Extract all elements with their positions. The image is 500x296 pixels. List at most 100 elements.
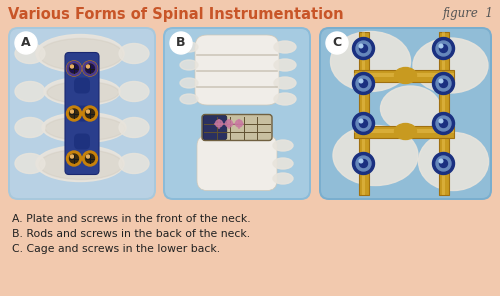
Ellipse shape (45, 117, 125, 141)
Text: A: A (21, 36, 31, 49)
Ellipse shape (394, 123, 416, 139)
Circle shape (359, 79, 363, 83)
Ellipse shape (180, 78, 198, 88)
Circle shape (70, 110, 74, 113)
Circle shape (439, 159, 443, 163)
FancyBboxPatch shape (321, 29, 490, 198)
Circle shape (83, 62, 97, 75)
Ellipse shape (330, 31, 410, 91)
Bar (354, 126, 454, 138)
FancyBboxPatch shape (65, 52, 99, 175)
Circle shape (436, 41, 451, 56)
FancyBboxPatch shape (74, 78, 90, 94)
Circle shape (440, 160, 448, 168)
Circle shape (359, 119, 363, 123)
Ellipse shape (36, 35, 124, 73)
Ellipse shape (119, 118, 149, 138)
Text: B: B (176, 36, 186, 49)
Text: A. Plate and screws in the front of the neck.: A. Plate and screws in the front of the … (12, 214, 250, 224)
Ellipse shape (44, 78, 120, 105)
Ellipse shape (15, 81, 45, 102)
Circle shape (70, 64, 78, 73)
Circle shape (15, 32, 37, 54)
FancyBboxPatch shape (74, 133, 90, 149)
Ellipse shape (413, 38, 488, 93)
Ellipse shape (119, 44, 149, 64)
Circle shape (86, 110, 90, 113)
Circle shape (70, 155, 74, 158)
Bar (438, 32, 448, 195)
FancyBboxPatch shape (202, 115, 272, 141)
Bar (354, 73, 454, 76)
Circle shape (440, 120, 448, 128)
Ellipse shape (39, 149, 123, 179)
Circle shape (86, 155, 90, 158)
Circle shape (439, 119, 443, 123)
Circle shape (432, 112, 454, 134)
Ellipse shape (274, 93, 296, 105)
Ellipse shape (273, 158, 293, 169)
Circle shape (432, 152, 454, 175)
Ellipse shape (380, 86, 440, 131)
Bar (354, 128, 454, 133)
Circle shape (440, 80, 448, 88)
Ellipse shape (273, 173, 293, 184)
Bar (362, 32, 364, 195)
Circle shape (86, 65, 94, 73)
Ellipse shape (274, 59, 296, 71)
Circle shape (360, 80, 368, 88)
FancyBboxPatch shape (319, 27, 492, 200)
Circle shape (440, 44, 448, 52)
Circle shape (67, 62, 81, 75)
Circle shape (86, 109, 94, 118)
Circle shape (356, 41, 371, 56)
Ellipse shape (273, 140, 293, 151)
Ellipse shape (180, 94, 198, 104)
FancyBboxPatch shape (74, 105, 90, 121)
Text: Various Forms of Spinal Instrumentation: Various Forms of Spinal Instrumentation (8, 7, 344, 22)
Circle shape (352, 73, 374, 94)
Circle shape (360, 120, 368, 128)
Ellipse shape (36, 146, 124, 181)
Text: figure  1: figure 1 (443, 7, 494, 20)
Ellipse shape (180, 60, 198, 70)
Ellipse shape (333, 126, 418, 186)
FancyBboxPatch shape (165, 29, 309, 198)
Circle shape (82, 151, 98, 166)
Circle shape (86, 154, 94, 163)
Circle shape (359, 159, 363, 163)
Circle shape (326, 32, 348, 54)
Ellipse shape (394, 67, 416, 83)
Circle shape (432, 73, 454, 94)
Circle shape (70, 109, 78, 118)
FancyBboxPatch shape (10, 29, 154, 198)
FancyBboxPatch shape (8, 27, 156, 200)
Bar (358, 32, 368, 195)
Ellipse shape (42, 112, 126, 142)
Circle shape (360, 44, 368, 52)
Circle shape (439, 44, 443, 48)
Circle shape (82, 61, 98, 76)
Circle shape (66, 106, 82, 121)
Circle shape (66, 151, 82, 166)
Circle shape (70, 65, 74, 68)
Circle shape (436, 156, 451, 171)
Circle shape (66, 61, 82, 76)
Ellipse shape (274, 41, 296, 53)
Circle shape (436, 76, 451, 91)
Circle shape (82, 106, 98, 121)
Text: B. Rods and screws in the back of the neck.: B. Rods and screws in the back of the ne… (12, 229, 250, 239)
Text: C: C (332, 36, 342, 49)
Ellipse shape (418, 133, 488, 191)
Circle shape (352, 152, 374, 175)
Ellipse shape (39, 38, 123, 70)
Circle shape (86, 64, 94, 73)
Ellipse shape (47, 81, 119, 104)
Ellipse shape (15, 118, 45, 138)
Circle shape (216, 120, 222, 127)
Circle shape (352, 112, 374, 134)
FancyBboxPatch shape (163, 27, 311, 200)
Bar (354, 70, 454, 81)
Circle shape (439, 79, 443, 83)
Circle shape (70, 154, 78, 163)
